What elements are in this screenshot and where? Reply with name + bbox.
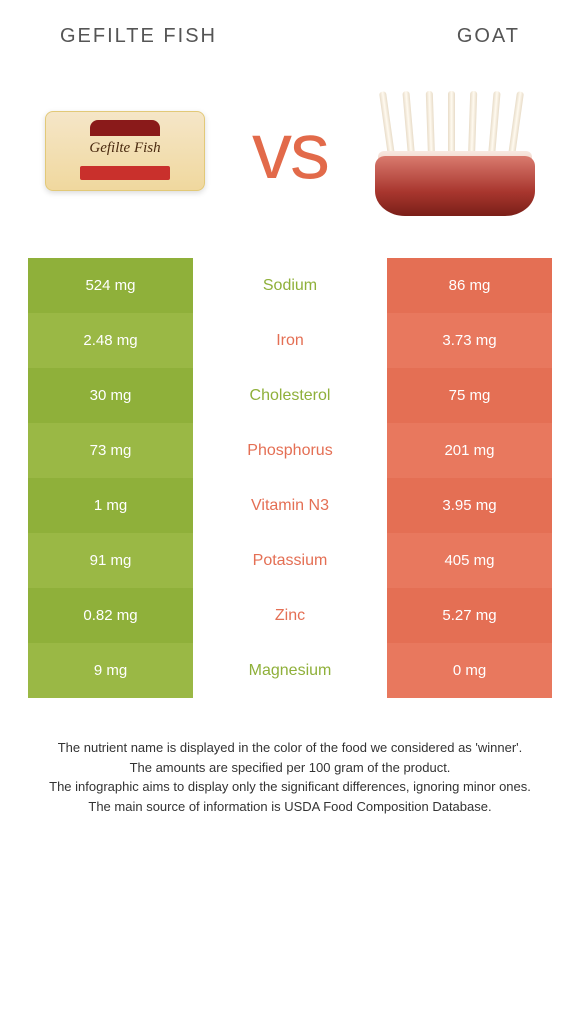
nutrient-label: Potassium bbox=[193, 533, 387, 588]
footer-line: The main source of information is USDA F… bbox=[30, 797, 550, 817]
nutrient-label: Magnesium bbox=[193, 643, 387, 698]
bone-icon bbox=[448, 91, 455, 156]
left-value: 91 mg bbox=[28, 533, 193, 588]
bone-icon bbox=[488, 90, 501, 155]
table-row: 0.82 mgZinc5.27 mg bbox=[28, 588, 552, 643]
bone-icon bbox=[379, 91, 395, 156]
nutrient-label: Iron bbox=[193, 313, 387, 368]
right-value: 75 mg bbox=[387, 368, 552, 423]
right-value: 86 mg bbox=[387, 258, 552, 313]
left-value: 1 mg bbox=[28, 478, 193, 533]
nutrient-label: Cholesterol bbox=[193, 368, 387, 423]
bone-icon bbox=[426, 90, 435, 155]
footer-line: The amounts are specified per 100 gram o… bbox=[30, 758, 550, 778]
bone-icon bbox=[468, 90, 477, 155]
goat-rack-icon bbox=[370, 76, 540, 226]
right-value: 5.27 mg bbox=[387, 588, 552, 643]
footer-notes: The nutrient name is displayed in the co… bbox=[0, 698, 580, 816]
goat-image bbox=[370, 81, 540, 221]
vs-label: vs bbox=[252, 105, 328, 197]
table-row: 2.48 mgIron3.73 mg bbox=[28, 313, 552, 368]
left-value: 9 mg bbox=[28, 643, 193, 698]
left-value: 524 mg bbox=[28, 258, 193, 313]
gefilte-fish-image: Gefilte Fish bbox=[40, 81, 210, 221]
left-value: 30 mg bbox=[28, 368, 193, 423]
left-value: 0.82 mg bbox=[28, 588, 193, 643]
images-row: Gefilte Fish vs bbox=[0, 58, 580, 258]
left-value: 2.48 mg bbox=[28, 313, 193, 368]
table-row: 91 mgPotassium405 mg bbox=[28, 533, 552, 588]
nutrient-label: Vitamin N3 bbox=[193, 478, 387, 533]
left-value: 73 mg bbox=[28, 423, 193, 478]
nutrient-label: Zinc bbox=[193, 588, 387, 643]
right-value: 3.95 mg bbox=[387, 478, 552, 533]
table-row: 1 mgVitamin N33.95 mg bbox=[28, 478, 552, 533]
nutrient-label: Sodium bbox=[193, 258, 387, 313]
nutrient-label: Phosphorus bbox=[193, 423, 387, 478]
bone-icon bbox=[508, 91, 524, 156]
table-row: 30 mgCholesterol75 mg bbox=[28, 368, 552, 423]
left-food-title: Gefilte fish bbox=[60, 25, 217, 48]
gefilte-pack-icon: Gefilte Fish bbox=[45, 111, 205, 191]
header: Gefilte fish Goat bbox=[0, 0, 580, 58]
table-row: 524 mgSodium86 mg bbox=[28, 258, 552, 313]
table-row: 9 mgMagnesium0 mg bbox=[28, 643, 552, 698]
footer-line: The infographic aims to display only the… bbox=[30, 777, 550, 797]
right-value: 405 mg bbox=[387, 533, 552, 588]
bone-icon bbox=[402, 90, 415, 155]
table-row: 73 mgPhosphorus201 mg bbox=[28, 423, 552, 478]
right-value: 3.73 mg bbox=[387, 313, 552, 368]
footer-line: The nutrient name is displayed in the co… bbox=[30, 738, 550, 758]
right-value: 201 mg bbox=[387, 423, 552, 478]
nutrient-table: 524 mgSodium86 mg2.48 mgIron3.73 mg30 mg… bbox=[28, 258, 552, 698]
right-food-title: Goat bbox=[457, 25, 520, 48]
right-value: 0 mg bbox=[387, 643, 552, 698]
